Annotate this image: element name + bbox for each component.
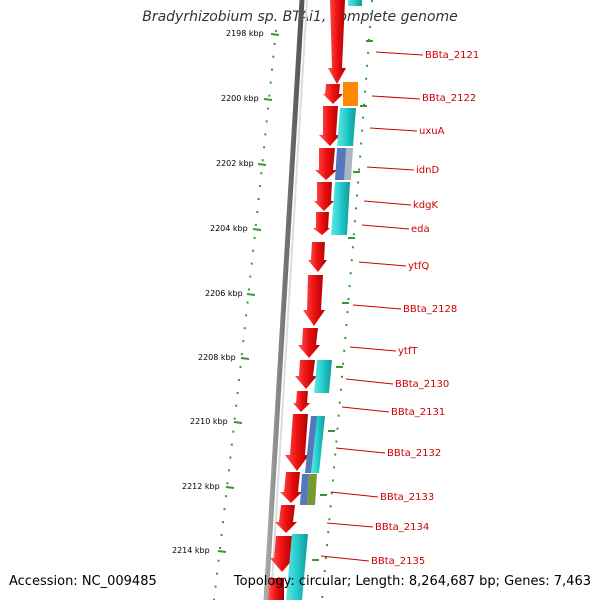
cds-arrow[interactable] (295, 360, 317, 389)
cds-arrow[interactable] (275, 505, 297, 533)
gene-label[interactable]: BBta_2122 (422, 93, 476, 104)
scale-tick-labels: 2198 kbp 2200 kbp 2202 kbp 2204 kbp 2206… (172, 29, 264, 555)
cds-arrow[interactable] (315, 148, 337, 180)
gene-label[interactable]: BBta_2135 (371, 556, 425, 567)
gene-label[interactable]: uxuA (419, 126, 445, 137)
cog-feature[interactable] (307, 474, 317, 505)
tick-label: 2212 kbp (182, 482, 220, 491)
tick-label: 2204 kbp (210, 224, 248, 233)
cog-feature[interactable] (335, 148, 347, 180)
cog-feature[interactable] (337, 108, 356, 146)
cog-feature[interactable] (305, 416, 318, 473)
gene-label[interactable]: BBta_2121 (425, 50, 479, 61)
gene-label[interactable]: BBta_2131 (391, 407, 445, 418)
cog-feature[interactable] (343, 82, 358, 106)
gene-label[interactable]: BBta_2130 (395, 379, 449, 390)
cog-feature[interactable] (286, 534, 308, 600)
cds-arrow[interactable] (314, 182, 334, 211)
cds-arrow[interactable] (298, 328, 320, 358)
cds-arrow[interactable] (328, 0, 346, 84)
genome-backbone-shadow (270, 0, 308, 600)
cds-arrow[interactable] (319, 106, 340, 146)
topology-text: Topology: circular; Length: 8,264,687 bp… (233, 574, 591, 589)
cog-feature[interactable] (311, 416, 325, 473)
cds-arrow[interactable] (323, 84, 343, 104)
tick-label: 2214 kbp (172, 546, 210, 555)
outer-ring-dots (321, 0, 373, 600)
gene-label[interactable]: ytfQ (408, 261, 429, 272)
tick-label: 2206 kbp (205, 289, 243, 298)
cog-feature[interactable] (331, 182, 350, 235)
genome-backbone (263, 0, 305, 600)
gene-label[interactable]: eda (411, 224, 430, 235)
cds-arrow[interactable] (293, 391, 310, 412)
cog-feature[interactable] (314, 360, 332, 393)
cds-arrow[interactable] (303, 275, 325, 326)
cds-arrow[interactable] (313, 212, 330, 235)
tick-label: 2200 kbp (221, 94, 259, 103)
gene-label[interactable]: ytfT (398, 346, 418, 357)
cds-arrow[interactable] (285, 414, 309, 471)
cog-feature[interactable] (344, 148, 353, 180)
label-leaders (320, 51, 424, 562)
gene-label[interactable]: idnD (416, 165, 439, 176)
cog-feature-track (286, 0, 362, 600)
cds-arrow[interactable] (280, 472, 302, 503)
forward-cds-track (268, 0, 346, 600)
scale-tick-marks (217, 33, 280, 553)
cds-arrow[interactable] (268, 578, 284, 600)
accession-text: Accession: NC_009485 (9, 574, 157, 589)
cds-arrow[interactable] (308, 242, 327, 272)
tick-label: 2198 kbp (226, 29, 264, 38)
scale-ring-dots (213, 29, 277, 600)
gene-labels: BBta_2121 BBta_2122 uxuA idnD kdgK eda y… (371, 50, 479, 567)
cog-feature[interactable] (348, 0, 362, 6)
tick-label: 2208 kbp (198, 353, 236, 362)
cog-feature[interactable] (300, 474, 309, 505)
cds-arrow[interactable] (270, 536, 294, 572)
tick-label: 2210 kbp (190, 417, 228, 426)
gene-label[interactable]: BBta_2132 (387, 448, 441, 459)
gene-label[interactable]: BBta_2128 (403, 304, 457, 315)
gene-label[interactable]: BBta_2133 (380, 492, 434, 503)
gene-label[interactable]: kdgK (413, 200, 438, 211)
outer-tick-marks (312, 40, 373, 561)
tick-label: 2202 kbp (216, 159, 254, 168)
gene-label[interactable]: BBta_2134 (375, 522, 429, 533)
